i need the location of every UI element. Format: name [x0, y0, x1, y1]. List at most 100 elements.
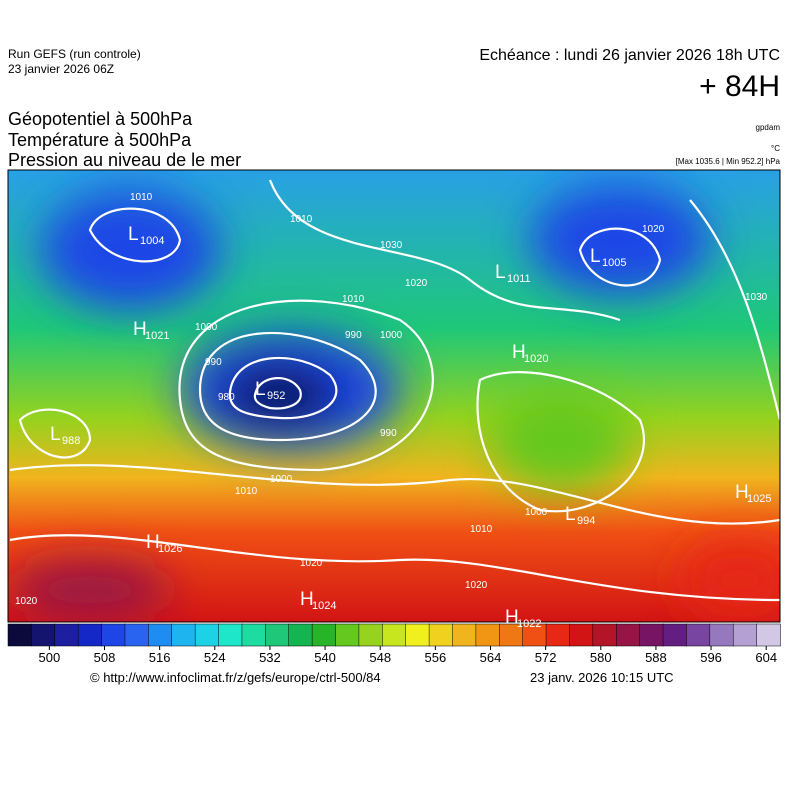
- color-swatch: [288, 623, 313, 647]
- center-kind: L: [590, 246, 601, 267]
- map-frame: [7, 169, 781, 623]
- isobar-label: 1000: [270, 474, 293, 485]
- center-kind: H: [146, 532, 160, 553]
- color-swatch: [615, 623, 641, 647]
- center-kind: H: [735, 482, 749, 503]
- field-1: Géopotentiel à 500hPa: [8, 109, 193, 129]
- center-value: 1022: [517, 618, 541, 630]
- isobar-label: 1010: [290, 214, 313, 225]
- color-swatch: [592, 623, 617, 647]
- color-swatch: [405, 623, 430, 647]
- color-swatch: [124, 623, 150, 647]
- color-swatch: [335, 623, 360, 647]
- colorbar-label: 500: [39, 650, 61, 665]
- center-kind: H: [512, 342, 526, 363]
- color-swatch: [31, 623, 56, 647]
- isobar-label: 990: [345, 330, 362, 341]
- center-value: 1004: [140, 235, 164, 247]
- color-swatch: [452, 623, 477, 647]
- color-swatch: [101, 623, 126, 647]
- colorbar-label: 516: [149, 650, 171, 665]
- center-value: 1024: [312, 600, 336, 612]
- color-swatch: [662, 623, 688, 647]
- colorbar: 500 508 516 524 532 540 548 556 564 572 580 588 596 6…: [7, 623, 781, 665]
- color-swatch: [709, 623, 734, 647]
- source: © http://www.infoclimat.fr/z/gefs/europe…: [90, 670, 381, 685]
- isobar-label: 980: [218, 392, 235, 403]
- color-swatch: [7, 623, 33, 647]
- lead-time: + 84H: [699, 70, 780, 103]
- center-value: 1025: [747, 493, 771, 505]
- center-kind: H: [300, 589, 314, 610]
- colorbar-label: 556: [425, 650, 447, 665]
- color-swatch: [545, 623, 571, 647]
- isobar-label: 990: [380, 428, 397, 439]
- color-swatch: [569, 623, 594, 647]
- colorbar-label: 540: [314, 650, 336, 665]
- center-kind: H: [505, 607, 519, 628]
- isobar-label: 1000: [380, 330, 403, 341]
- isobar-label: 990: [205, 357, 222, 368]
- colorbar-label: 548: [369, 650, 391, 665]
- map: [8, 170, 780, 622]
- color-swatch: [265, 623, 290, 647]
- color-swatch: [732, 623, 758, 647]
- colorbar-label: 604: [755, 650, 777, 665]
- color-swatch: [311, 623, 337, 647]
- isobar-label: 1030: [380, 240, 403, 251]
- center-value: 1011: [507, 273, 531, 285]
- colorbar-label: 596: [700, 650, 722, 665]
- center-value: 1021: [145, 330, 169, 342]
- center-kind: L: [495, 262, 506, 283]
- color-swatch: [358, 623, 384, 647]
- color-swatch: [171, 623, 196, 647]
- center-kind: L: [128, 224, 139, 245]
- color-swatch: [77, 623, 103, 647]
- field-2: Température à 500hPa: [8, 130, 192, 150]
- run: Run GEFS (run controle): [8, 47, 141, 61]
- color-swatch: [639, 623, 664, 647]
- color-swatch: [382, 623, 407, 647]
- isobar-label: 1000: [195, 322, 218, 333]
- color-swatch: [241, 623, 267, 647]
- colorbar-label: 580: [590, 650, 612, 665]
- colorbar-label: 524: [204, 650, 226, 665]
- isobar-label: 1010: [342, 294, 365, 305]
- color-swatch: [54, 623, 79, 647]
- isobar-label: 1020: [405, 278, 428, 289]
- unit-gpdam: gpdam: [756, 123, 781, 132]
- center-value: 1026: [158, 543, 182, 555]
- center-kind: L: [565, 504, 576, 525]
- center-kind: H: [133, 319, 147, 340]
- run-date: 23 janvier 2026 06Z: [8, 62, 114, 76]
- color-swatch: [148, 623, 173, 647]
- colorbar-label: 588: [645, 650, 667, 665]
- color-swatch: [428, 623, 454, 647]
- center-value: 994: [577, 515, 595, 527]
- center-value: 1005: [602, 257, 626, 269]
- made-time: 23 janv. 2026 10:15 UTC: [530, 670, 674, 685]
- extremes: [Max 1035.6 | Min 952.2] hPa: [676, 157, 781, 166]
- center-value: 952: [267, 390, 285, 402]
- isobar-label: 1020: [465, 580, 488, 591]
- unit-celsius: °C: [771, 144, 780, 153]
- colorbar-label: 508: [94, 650, 116, 665]
- color-swatch: [194, 623, 220, 647]
- isobar-label: 1020: [300, 558, 323, 569]
- color-swatch: [756, 623, 781, 647]
- colorbar-label: 532: [259, 650, 281, 665]
- valid-time: Echéance : lundi 26 janvier 2026 18h UTC: [479, 47, 780, 64]
- center-kind: L: [255, 379, 266, 400]
- isobar-label: 1010: [130, 192, 153, 203]
- center-kind: L: [50, 424, 61, 445]
- color-swatch: [475, 623, 501, 647]
- isobar-label: 1030: [745, 292, 768, 303]
- color-swatch: [218, 623, 243, 647]
- isobar-label: 1010: [235, 486, 258, 497]
- colorbar-label: 572: [535, 650, 557, 665]
- center-value: 1020: [524, 353, 548, 365]
- isobar-label: 1000: [525, 507, 548, 518]
- field-3: Pression au niveau de le mer: [8, 150, 241, 170]
- isobar-label: 1020: [642, 224, 665, 235]
